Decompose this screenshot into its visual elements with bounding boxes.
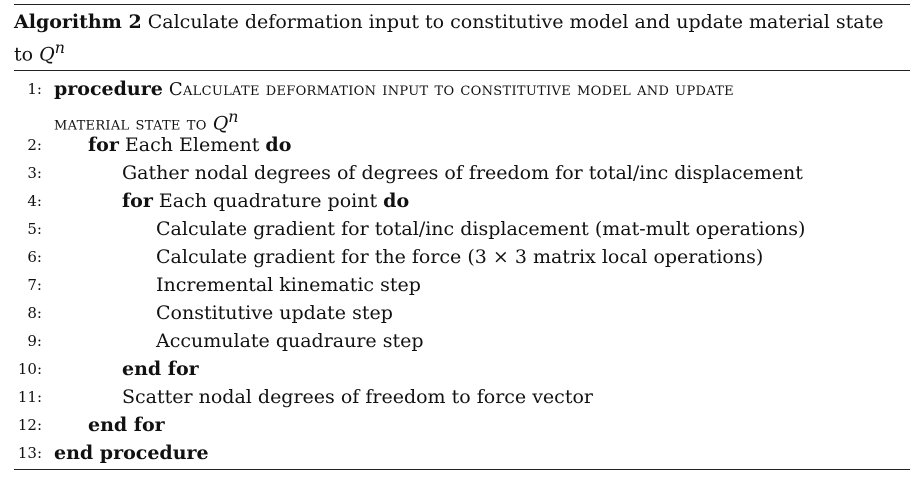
algo-line-1-cont: material state to Qn: [14, 103, 910, 134]
algorithm-lines: 1: procedure Calculate deformation input…: [14, 71, 910, 467]
algo-line-13: 13: end procedure: [14, 439, 910, 467]
caption-sup: n: [54, 38, 65, 57]
line-number: 12:: [17, 416, 42, 435]
line-number: 4:: [27, 192, 42, 211]
line-text: Each quadrature point: [158, 190, 378, 213]
algo-line-12: 12: end for: [14, 411, 910, 439]
algo-line-10: 10: end for: [14, 355, 910, 383]
keyword: end for: [88, 414, 165, 437]
algo-line-5: 5: Calculate gradient for total/inc disp…: [14, 215, 910, 243]
algo-line-2: 2: for Each Element do: [14, 131, 910, 159]
algo-line-1: 1: procedure Calculate deformation input…: [14, 75, 910, 103]
top-rule: [14, 4, 910, 5]
line-text: Calculate gradient for the force (3 × 3 …: [156, 246, 764, 269]
caption-rule: [14, 70, 910, 72]
keyword: end procedure: [54, 442, 209, 465]
keyword: do: [383, 190, 410, 213]
line-text: Calculate gradient for total/inc displac…: [156, 218, 806, 241]
algo-line-6: 6: Calculate gradient for the force (3 ×…: [14, 243, 910, 271]
caption-var: Q: [39, 43, 55, 66]
algo-line-11: 11: Scatter nodal degrees of freedom to …: [14, 383, 910, 411]
procedure-name-cont: material state to: [54, 113, 213, 135]
algorithm-label: Algorithm 2: [14, 11, 142, 33]
line-number: 1:: [27, 80, 42, 99]
line-number: 3:: [27, 164, 42, 183]
line-number: 8:: [27, 304, 42, 323]
algo-line-4: 4: for Each quadrature point do: [14, 187, 910, 215]
algo-line-3: 3: Gather nodal degrees of degrees of fr…: [14, 159, 910, 187]
line-text: Incremental kinematic step: [156, 274, 421, 297]
caption-text: Calculate deformation input to constitut…: [147, 11, 884, 33]
keyword: for: [122, 190, 153, 213]
caption-text-2: to: [14, 43, 40, 66]
procedure-sup: n: [228, 107, 239, 127]
procedure-var: Q: [212, 112, 229, 135]
algo-line-7: 7: Incremental kinematic step: [14, 271, 910, 299]
line-text: Scatter nodal degrees of freedom to forc…: [122, 386, 593, 409]
bottom-rule: [14, 469, 910, 471]
line-text: Accumulate quadraure step: [156, 330, 424, 353]
line-number: 10:: [17, 360, 42, 379]
line-text: Each Element: [124, 134, 260, 157]
line-number: 11:: [17, 388, 42, 407]
algo-line-9: 9: Accumulate quadraure step: [14, 327, 910, 355]
line-number: 9:: [27, 332, 42, 351]
algorithm-block: Algorithm 2 Calculate deformation input …: [14, 4, 910, 471]
keyword: procedure: [54, 78, 163, 101]
line-number: 2:: [27, 136, 42, 155]
line-text: Gather nodal degrees of degrees of freed…: [122, 162, 803, 185]
line-number: 6:: [27, 248, 42, 267]
line-text: Constitutive update step: [156, 302, 393, 325]
line-number: 13:: [17, 444, 42, 463]
keyword: end for: [122, 358, 199, 381]
line-number: 5:: [27, 220, 42, 239]
algorithm-caption: Algorithm 2 Calculate deformation input …: [14, 5, 910, 70]
algo-line-8: 8: Constitutive update step: [14, 299, 910, 327]
procedure-name: Calculate deformation input to constitut…: [168, 79, 734, 101]
keyword: for: [88, 134, 119, 157]
line-number: 7:: [27, 276, 42, 295]
keyword: do: [265, 134, 292, 157]
